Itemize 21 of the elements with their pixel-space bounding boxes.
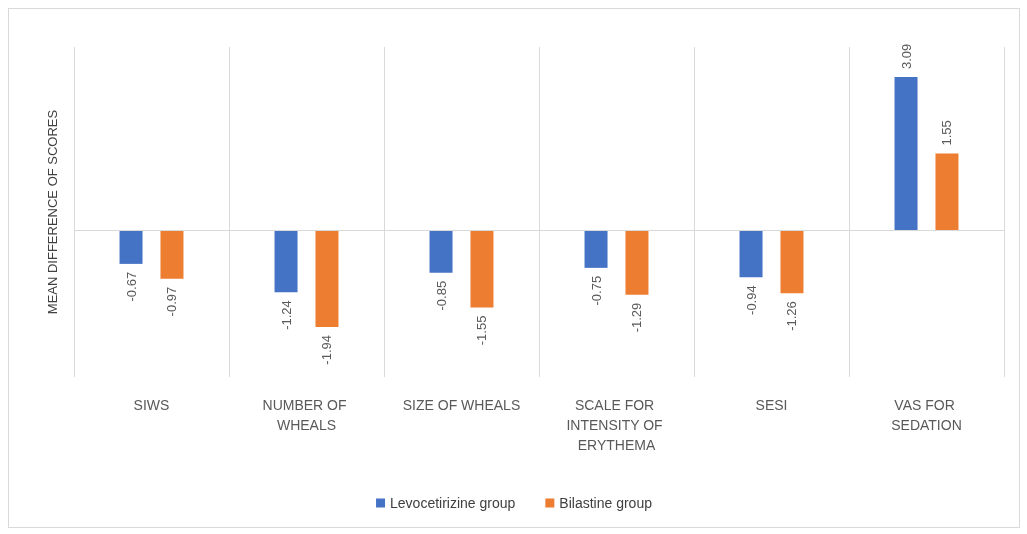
x-tick-label: SCALE FOR INTENSITY OF ERYTHEMA	[566, 397, 667, 453]
data-label: -1.29	[629, 302, 645, 333]
data-label: -1.55	[474, 315, 490, 346]
legend-label: Bilastine group	[559, 495, 653, 511]
legend-label: Levocetirizine group	[390, 495, 516, 511]
data-label: -1.94	[319, 335, 335, 365]
y-axis-title: MEAN DIFFERENCE OF SCORES	[45, 109, 60, 315]
x-tick-label: NUMBER OF WHEALS	[262, 397, 351, 433]
x-tick-label: SESI	[755, 397, 788, 413]
data-label: -0.94	[743, 285, 759, 315]
data-label: -0.97	[164, 286, 180, 317]
data-label: -1.26	[784, 301, 800, 331]
data-label: -0.85	[433, 280, 449, 311]
x-tick-label: SIWS	[133, 397, 170, 413]
x-tick-label: SIZE OF WHEALS	[402, 397, 521, 413]
data-label: -0.67	[123, 271, 139, 302]
data-label: -0.75	[588, 275, 604, 306]
x-tick-label: VAS FOR SEDATION	[891, 397, 962, 433]
data-label: 1.55	[939, 120, 955, 146]
data-label: 3.09	[898, 43, 914, 69]
data-label: -1.24	[278, 300, 294, 330]
